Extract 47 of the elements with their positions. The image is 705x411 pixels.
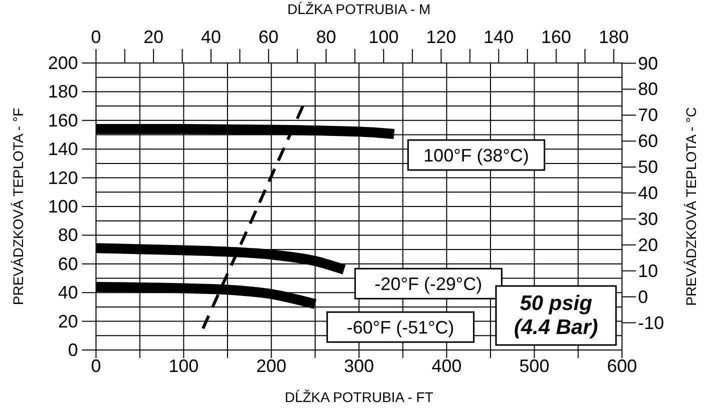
x-tick-label: 300 [344, 356, 374, 376]
y2-tick-label: 30 [638, 208, 658, 229]
series-label: -60°F (-51°C) [346, 318, 454, 338]
x-tick-label: 400 [432, 356, 462, 376]
y2-tick-label: 20 [638, 234, 658, 255]
y-tick-label: 120 [48, 168, 78, 188]
x-tick-label: 100 [168, 356, 199, 376]
y2-tick-label: 80 [638, 79, 658, 100]
y-tick-label: 80 [58, 225, 78, 246]
x2-tick-label: 0 [90, 27, 102, 47]
y-tick-label: 200 [48, 53, 78, 73]
x2-tick-label: 180 [598, 27, 629, 47]
x2-tick-label: 60 [258, 27, 279, 47]
y2-tick-label: 60 [638, 131, 658, 152]
y2-tick-label: -10 [638, 312, 664, 333]
y2-tick-label: 70 [638, 105, 658, 126]
y-tick-label: 60 [58, 254, 78, 274]
x2-tick-label: 80 [316, 27, 336, 47]
x2-tick-label: 120 [426, 27, 456, 47]
y-tick-label: 100 [48, 196, 78, 216]
y2-tick-label: 10 [638, 260, 658, 281]
y2-axis-title: PREVÁDZKOVÁ TEPLOTA - °C [683, 107, 699, 306]
x2-tick-label: 40 [201, 27, 222, 47]
x2-tick-label: 100 [368, 27, 399, 47]
x2-tick-label: 140 [484, 27, 514, 47]
x-tick-label: 500 [519, 356, 550, 376]
y-tick-label: 40 [58, 282, 78, 303]
y2-tick-label: 90 [638, 53, 658, 74]
x-axis-title: DĹŽKA POTRUBIA - FT [284, 389, 434, 405]
y2-tick-label: 0 [638, 286, 648, 307]
x-tick-label: 0 [90, 356, 102, 376]
x2-tick-label: 160 [541, 27, 572, 47]
y-tick-label: 160 [48, 110, 78, 130]
y2-tick-label: 40 [638, 183, 658, 204]
y-tick-label: 140 [48, 139, 78, 160]
x2-axis-title: DĹŽKA POTRUBIA - M [287, 1, 431, 17]
y2-tick-label: 50 [638, 157, 658, 178]
x-tick-label: 200 [256, 356, 286, 376]
y-tick-label: 180 [48, 82, 78, 102]
annotation: 50 psig (4.4 Bar) [514, 292, 598, 339]
x2-tick-label: 20 [144, 27, 164, 47]
y-tick-label: 0 [68, 340, 78, 360]
series-label: -20°F (-29°C) [374, 274, 482, 294]
y-tick-label: 20 [58, 311, 78, 332]
series-label: 100°F (38°C) [424, 146, 529, 166]
y-axis-title: PREVÁDZKOVÁ TEPLOTA - °F [10, 108, 26, 306]
x-tick-label: 600 [606, 356, 638, 376]
